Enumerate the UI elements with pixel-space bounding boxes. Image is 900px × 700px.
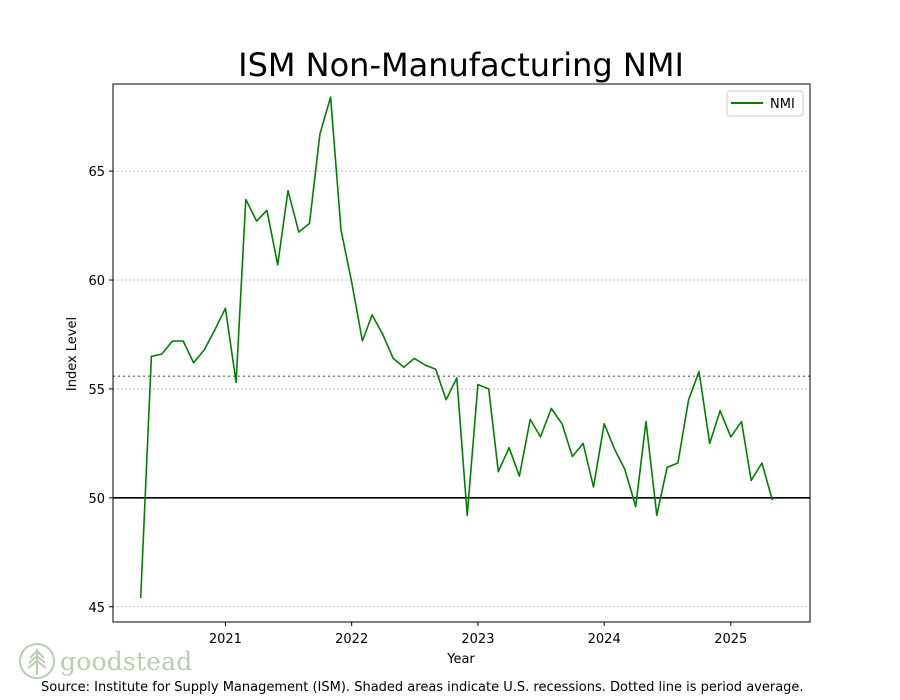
y-tick-label: 50 [88,492,105,507]
y-tick-label: 65 [88,165,105,180]
logo-text: goodstead [60,646,193,676]
source-note: Source: Institute for Supply Management … [41,680,804,695]
y-axis: 45 50 55 60 65 [88,165,113,616]
x-tick-label: 2024 [588,632,621,647]
y-tick-label: 60 [88,274,105,289]
x-axis: 2021 2022 2023 2024 2025 [209,622,747,647]
y-tick-label: 45 [88,601,105,616]
plot-frame [112,83,811,623]
tree-icon [19,643,55,679]
y-axis-label: Index Level [65,317,80,391]
y-tick-label: 55 [88,383,105,398]
x-tick-label: 2023 [461,632,494,647]
chart-title: ISM Non-Manufacturing NMI [238,46,684,84]
x-tick-label: 2022 [335,632,368,647]
series-line-nmi [139,96,774,599]
legend-label: NMI [770,97,795,112]
legend-box [726,90,804,117]
series-layer [139,96,774,599]
reference-lines [113,375,810,499]
legend: NMI [726,90,804,117]
x-tick-label: 2025 [714,632,747,647]
logo: goodstead [18,641,193,681]
plot-area [112,83,811,623]
gridlines [113,170,810,608]
x-tick-label: 2021 [209,632,242,647]
x-axis-label: Year [446,652,475,667]
